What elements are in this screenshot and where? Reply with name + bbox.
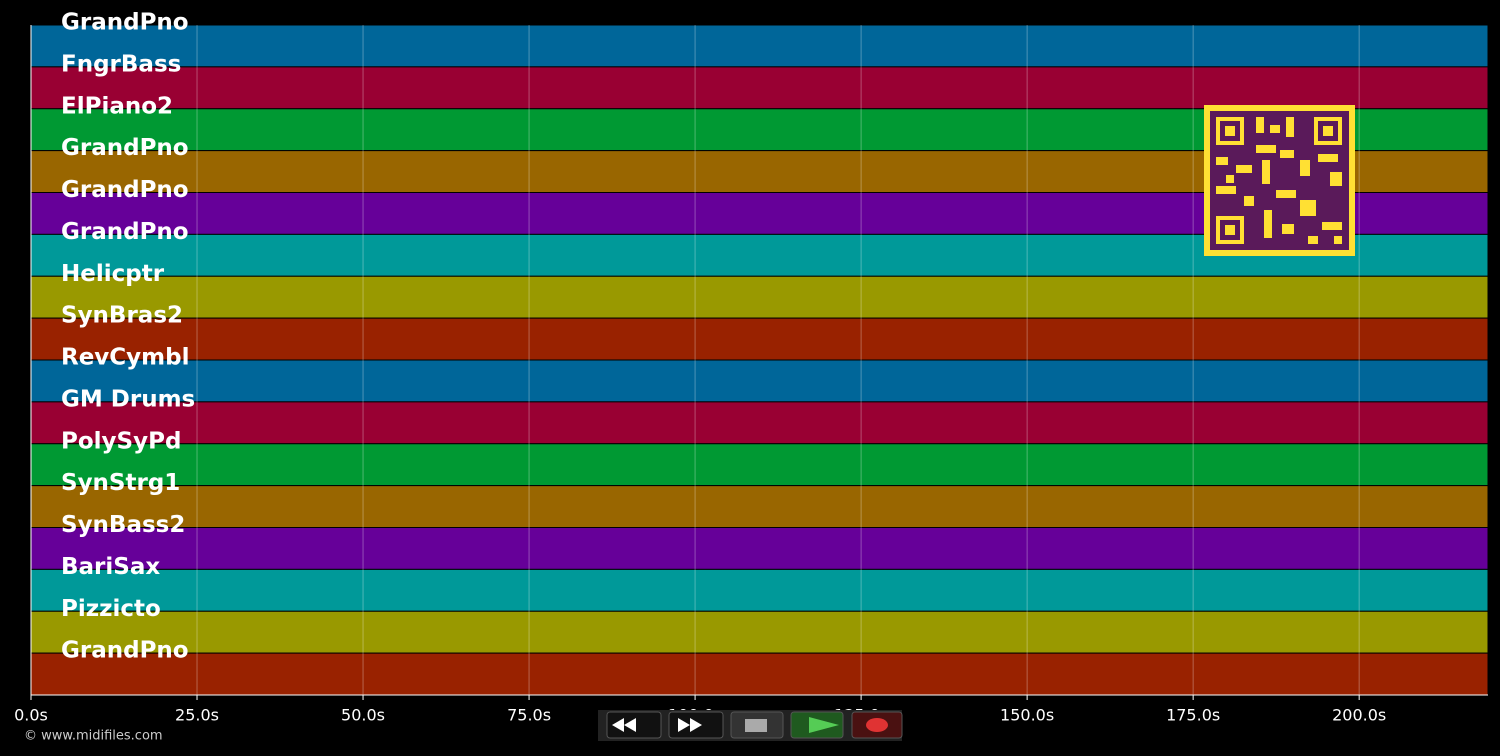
track-name: GrandPno — [61, 219, 189, 245]
play-button[interactable] — [790, 711, 844, 739]
x-tick-label: 75.0s — [507, 706, 551, 725]
x-tick-label: 150.0s — [1000, 706, 1054, 725]
track-band — [30, 275, 1489, 319]
x-tick-label: 50.0s — [341, 706, 385, 725]
track-band — [30, 24, 1489, 68]
x-tick-label: 25.0s — [175, 706, 219, 725]
footer-credit: © www.midifiles.com — [24, 729, 163, 744]
track-band — [30, 485, 1489, 528]
track-name: Pizzicto — [61, 596, 161, 622]
track-name: Helicptr — [61, 261, 165, 287]
track-band — [30, 317, 1489, 361]
track-band — [30, 401, 1489, 445]
forward-button[interactable] — [668, 711, 724, 739]
qr-code — [1204, 105, 1355, 256]
track-band — [30, 359, 1489, 403]
track-band — [30, 443, 1489, 487]
track-name: SynBass2 — [61, 512, 185, 538]
track-name: FngrBass — [61, 51, 181, 77]
x-tick-label: 0.0s — [14, 706, 48, 725]
track-name: GrandPno — [61, 638, 189, 664]
x-tick-label: 175.0s — [1166, 706, 1220, 725]
track-name: GM Drums — [61, 386, 195, 412]
track-name: GrandPno — [61, 10, 189, 36]
transport-controls — [598, 710, 903, 741]
track-name: RevCymbl — [61, 345, 190, 371]
track-name: GrandPno — [61, 177, 189, 203]
track-band — [30, 610, 1489, 654]
x-tick-label: 200.0s — [1332, 706, 1386, 725]
track-name: ElPiano2 — [61, 93, 173, 119]
track-band — [30, 568, 1489, 612]
track-band — [30, 652, 1489, 696]
rewind-button[interactable] — [606, 711, 662, 739]
record-button[interactable] — [851, 711, 903, 739]
track-band — [30, 527, 1489, 570]
track-band — [30, 66, 1489, 110]
track-name: SynStrg1 — [61, 470, 180, 496]
track-name: PolySyPd — [61, 428, 181, 454]
track-name: GrandPno — [61, 135, 189, 161]
track-name: SynBras2 — [61, 303, 183, 329]
stop-button[interactable] — [730, 711, 784, 739]
track-name: BariSax — [61, 554, 160, 580]
